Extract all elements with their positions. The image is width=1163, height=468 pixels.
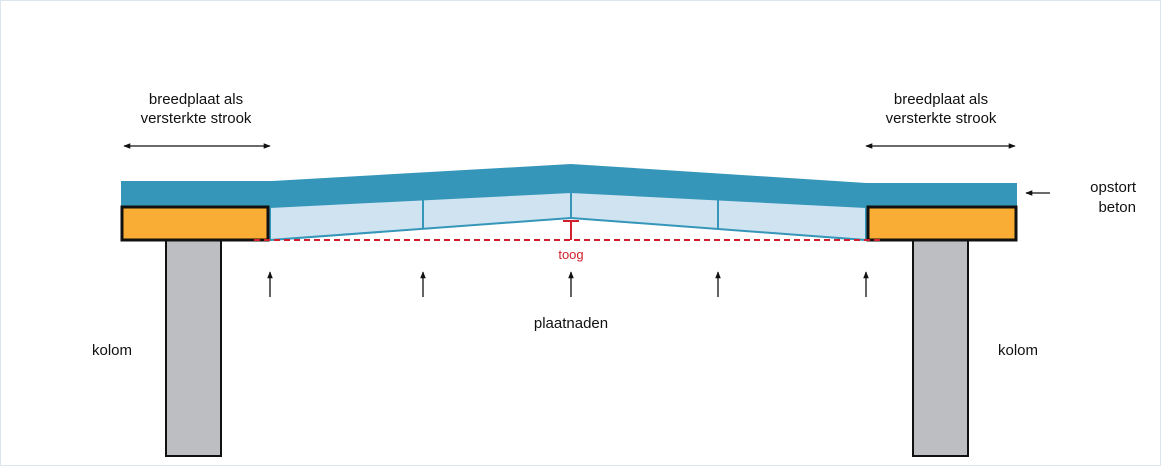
left-strip — [120, 205, 270, 242]
right-strip-label-line1: breedplaat als — [894, 91, 988, 108]
left-column — [165, 239, 222, 457]
topping-label-line2: beton — [1098, 199, 1136, 216]
camber-label: toog — [558, 247, 583, 262]
joints-label: plaatnaden — [534, 315, 608, 332]
concrete-topping — [121, 164, 1017, 207]
right-column — [912, 239, 969, 457]
left-strip-label-line1: breedplaat als — [149, 91, 243, 108]
right-column-label: kolom — [998, 342, 1038, 359]
right-strip — [866, 205, 1018, 242]
topping-label-line1: opstort — [1090, 179, 1137, 196]
left-strip-label-line2: versterkte strook — [141, 110, 252, 127]
right-strip-label-line2: versterkte strook — [886, 110, 997, 127]
left-column-label: kolom — [92, 342, 132, 359]
